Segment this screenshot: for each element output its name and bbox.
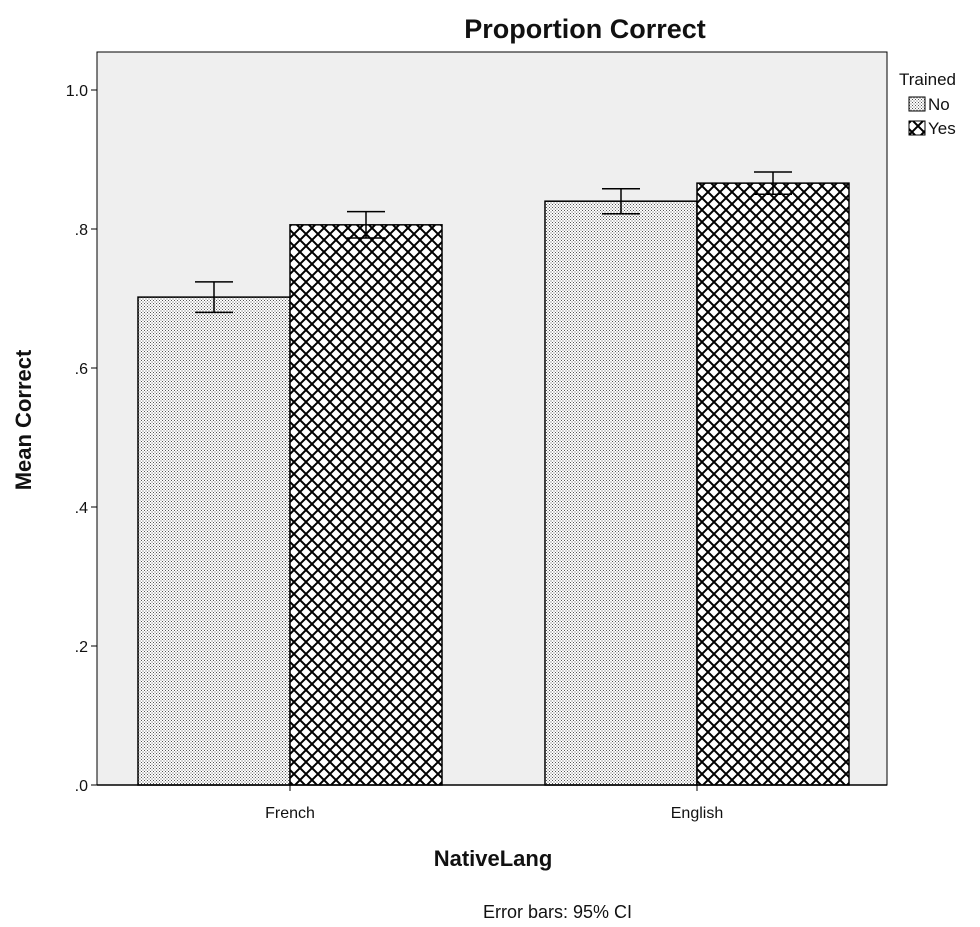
bar-no-french bbox=[137, 296, 291, 786]
bar-yes-french bbox=[289, 224, 443, 786]
legend-swatch-yes bbox=[908, 120, 926, 136]
y-tick-label: .0 bbox=[75, 778, 88, 795]
y-tick-label: .6 bbox=[75, 361, 88, 378]
error-bar-yes-french bbox=[347, 210, 385, 239]
error-bar-no-french bbox=[195, 281, 233, 314]
legend-title: Trained bbox=[899, 70, 956, 89]
x-axis-title: NativeLang bbox=[434, 846, 553, 871]
error-bars bbox=[195, 171, 792, 314]
x-tick-label: French bbox=[265, 805, 315, 822]
x-axis: French English bbox=[97, 784, 887, 822]
legend-swatch-no bbox=[908, 96, 926, 112]
y-tick-label: .2 bbox=[75, 639, 88, 656]
x-tick-label: English bbox=[671, 805, 723, 822]
legend: No Yes bbox=[908, 95, 956, 138]
error-bar-yes-english bbox=[754, 171, 792, 195]
y-axis-title: Mean Correct bbox=[11, 349, 36, 490]
y-axis: .0 .2 .4 .6 .8 1.0 bbox=[66, 83, 97, 795]
legend-label-no: No bbox=[928, 95, 950, 114]
legend-label-yes: Yes bbox=[928, 119, 956, 138]
y-tick-label: .4 bbox=[75, 500, 88, 517]
bar-yes-english bbox=[696, 182, 850, 786]
error-bars-note: Error bars: 95% CI bbox=[483, 902, 632, 922]
chart-title: Proportion Correct bbox=[464, 14, 706, 44]
y-tick-label: 1.0 bbox=[66, 83, 88, 100]
bar-no-english bbox=[544, 200, 698, 786]
error-bar-no-english bbox=[602, 187, 640, 215]
y-tick-label: .8 bbox=[75, 222, 88, 239]
